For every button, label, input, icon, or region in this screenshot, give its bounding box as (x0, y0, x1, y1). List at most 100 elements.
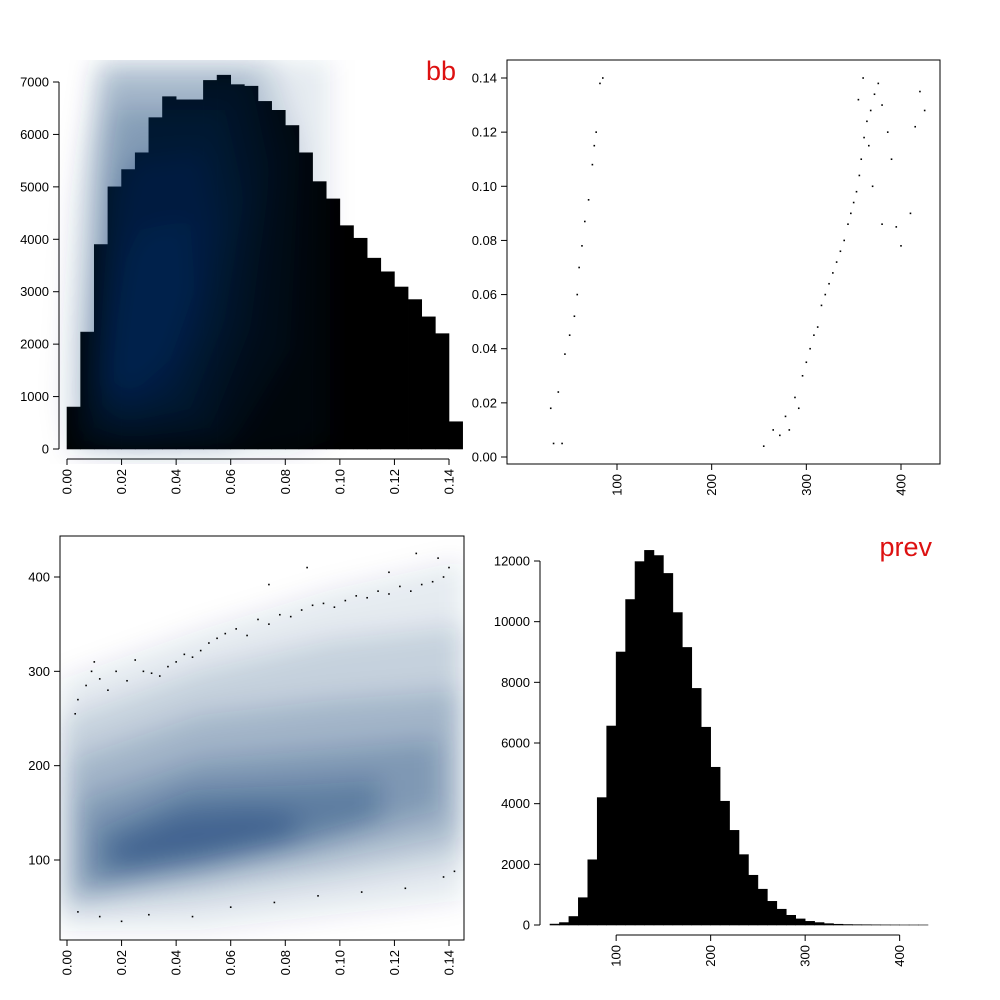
outlier-point (279, 613, 281, 616)
outlier-point (573, 315, 576, 318)
outlier-point (410, 590, 412, 592)
outlier-point (344, 599, 347, 602)
outlier-point (890, 158, 893, 161)
histogram-bar (691, 688, 702, 926)
histogram-bar (814, 922, 825, 926)
outlier-point (93, 661, 96, 663)
density-prev-bb-y-axis: 0.00 0.02 0.04 0.06 0.08 0.10 0.12 0.14 (472, 71, 507, 465)
outlier-point (881, 223, 883, 225)
histogram-prev-bars (549, 550, 929, 926)
histogram-bar (776, 908, 787, 926)
outlier-point (442, 576, 445, 578)
outlier-point (142, 670, 145, 673)
density-bb-prev-layer-6 (110, 810, 300, 868)
outlier-point (453, 870, 456, 873)
density-bb-prev-x-axis: 0.00 0.02 0.04 0.06 0.08 0.10 0.12 0.14 (60, 940, 457, 975)
outlier-point (873, 93, 876, 96)
density-prev-bb-panel: 0.00 0.02 0.04 0.06 0.08 0.10 0.12 0.14 100 200 3… (62, 59, 941, 496)
histogram-bar (672, 612, 683, 926)
histogram-bar (804, 921, 815, 926)
outlier-point (388, 571, 390, 574)
y-tick-label: 0.04 (472, 341, 497, 356)
x-tick-label: 0.02 (114, 950, 129, 975)
outlier-point (843, 239, 845, 242)
y-tick-label: 2000 (20, 337, 49, 352)
x-tick-label: 0.04 (169, 469, 184, 494)
outlier-point (866, 120, 868, 123)
histogram-prev-panel: 0 2000 4000 6000 8000 10000 12000 100 200 300 400… (494, 532, 933, 967)
outlier-point (779, 434, 781, 437)
outlier-point (360, 891, 363, 893)
outlier-point (268, 583, 270, 586)
outlier-point (317, 895, 319, 897)
outlier-point (355, 595, 358, 597)
y-tick-label: 7000 (20, 75, 49, 90)
x-tick-label: 100 (609, 945, 624, 967)
outlier-point (772, 429, 774, 431)
outlier-point (289, 615, 292, 618)
outlier-point (602, 77, 604, 79)
outlier-point (801, 374, 804, 377)
outlier-point (784, 415, 787, 418)
outlier-point (794, 396, 796, 399)
histogram-bar (757, 888, 768, 926)
y-tick-label: 4000 (501, 796, 530, 811)
outlier-point (311, 604, 314, 607)
y-tick-label: 400 (28, 570, 50, 585)
outlier-point (85, 684, 87, 687)
histogram-bar (625, 599, 636, 926)
histogram-bar (394, 286, 409, 450)
x-tick-label: 0.02 (114, 469, 129, 494)
x-tick-label: 0.14 (442, 469, 457, 494)
histogram-bar (421, 316, 436, 450)
histogram-bb-x-axis: 0.00 0.02 0.04 0.06 0.08 0.10 0.12 0.14 (60, 458, 457, 494)
outlier-point (268, 623, 270, 625)
outlier-point (366, 596, 368, 599)
outlier-point (797, 407, 800, 410)
y-tick-label: 12000 (494, 554, 530, 569)
y-tick-label: 5000 (20, 179, 49, 194)
outlier-point (90, 670, 93, 673)
outlier-point (860, 158, 863, 161)
histogram-bar (568, 916, 579, 926)
outlier-point (835, 261, 838, 263)
x-tick-label: 0.06 (223, 469, 238, 494)
histogram-bar (719, 800, 730, 926)
outlier-point (322, 602, 325, 605)
y-tick-label: 3000 (20, 284, 49, 299)
outlier-point (828, 282, 830, 285)
histogram-bar (681, 647, 693, 926)
outlier-point (167, 665, 169, 668)
outlier-point (599, 82, 601, 85)
histogram-bar (435, 333, 450, 450)
outlier-point (216, 637, 218, 640)
histogram-bar (767, 901, 778, 926)
outlier-point (881, 104, 883, 106)
y-tick-label: 6000 (501, 736, 530, 751)
outlier-point (388, 593, 390, 595)
y-tick-label: 8000 (501, 675, 530, 690)
x-tick-label: 0.06 (223, 950, 238, 975)
outlier-point (900, 245, 902, 247)
density-bb-prev-frame (59, 535, 465, 941)
outlier-point (437, 557, 439, 559)
outlier-point (431, 580, 434, 583)
outlier-point (235, 628, 237, 630)
outlier-point (273, 901, 276, 904)
x-tick-label: 300 (798, 945, 813, 967)
x-tick-label: 0.08 (278, 950, 293, 975)
histogram-bar (700, 726, 711, 926)
y-tick-label: 0.12 (472, 125, 497, 140)
density-bb-prev-blobs (60, 552, 464, 930)
outlier-point (126, 679, 128, 682)
outlier-point (333, 606, 336, 608)
histogram-bar (380, 271, 395, 450)
histogram-bar (596, 797, 607, 926)
outlier-point (191, 915, 194, 918)
outlier-point (399, 585, 401, 588)
outlier-point (564, 353, 566, 355)
histogram-bar (559, 922, 570, 926)
x-tick-label: 0.08 (278, 469, 293, 494)
y-tick-label: 0 (42, 442, 49, 457)
y-tick-label: 200 (28, 758, 50, 773)
